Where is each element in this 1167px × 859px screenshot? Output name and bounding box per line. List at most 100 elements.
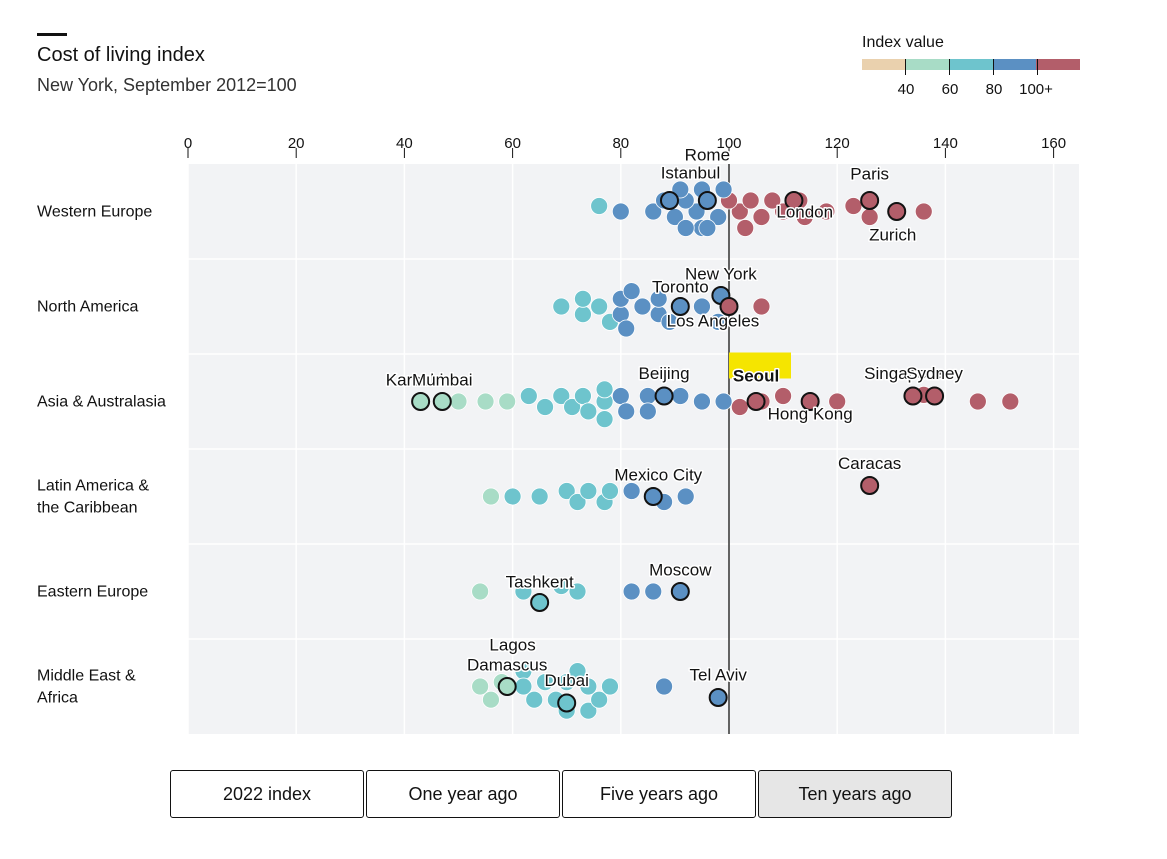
legend-tick — [905, 59, 906, 75]
data-point — [638, 402, 657, 421]
highlighted-city-point — [800, 392, 820, 411]
data-point — [552, 297, 571, 316]
data-point — [579, 402, 598, 421]
chart-subtitle: New York, September 2012=100 — [37, 75, 297, 95]
data-point — [574, 387, 592, 405]
data-point — [752, 208, 771, 226]
tick-label: 100 — [716, 135, 741, 152]
city-label: Hong Kong — [768, 405, 853, 424]
tick-label: 0 — [184, 135, 192, 152]
city-label: Mumbai — [412, 371, 472, 390]
region-label: Asia & Australasia — [37, 394, 166, 411]
tick-label: 120 — [825, 135, 850, 152]
data-point — [482, 690, 500, 709]
highlighted-city-point — [670, 582, 690, 601]
tick-label: 160 — [1041, 135, 1066, 152]
button-one-year-ago[interactable]: One year ago — [366, 770, 560, 818]
highlighted-city-point — [432, 392, 452, 411]
highlighted-city-point — [670, 297, 690, 316]
highlighted-city-point — [708, 688, 728, 707]
data-point — [449, 392, 468, 411]
region-label: Western Europe — [37, 204, 152, 221]
legend-label-60: 60 — [941, 81, 959, 98]
city-label: Singapore — [864, 364, 942, 383]
city-label: Moscow — [649, 561, 712, 580]
data-point — [471, 677, 490, 696]
data-point — [676, 487, 695, 506]
title-rule — [37, 33, 67, 36]
highlighted-city-point — [860, 191, 880, 210]
data-point — [736, 219, 755, 237]
data-point — [590, 297, 609, 316]
data-point — [574, 305, 592, 324]
highlighted-city-point — [887, 202, 907, 221]
data-point — [530, 487, 549, 506]
data-point — [730, 202, 749, 221]
data-point — [693, 392, 711, 411]
city-label: Rome — [685, 146, 730, 165]
data-point — [574, 289, 592, 308]
data-point — [860, 208, 879, 226]
data-point — [622, 582, 641, 601]
region-label: Eastern Europe — [37, 584, 148, 601]
legend-label-100-plus: 100+ — [1019, 81, 1053, 98]
tick-label: 40 — [396, 135, 413, 152]
data-point — [844, 197, 863, 215]
tick-label: 60 — [504, 135, 521, 152]
data-point — [611, 202, 630, 221]
region-label: Latin America & — [37, 478, 149, 495]
legend-swatch-1 — [862, 59, 906, 70]
city-label: Caracas — [838, 454, 901, 473]
highlighted-city-point — [925, 386, 945, 406]
data-point — [741, 191, 760, 210]
button-five-years-ago[interactable]: Five years ago — [562, 770, 756, 818]
data-point — [601, 677, 619, 696]
button-2022-index[interactable]: 2022 index — [170, 770, 364, 818]
data-point — [611, 387, 630, 405]
legend-swatch-5 — [1036, 59, 1080, 70]
legend-swatch-2 — [905, 59, 950, 70]
data-point — [595, 380, 614, 399]
city-label: Seoul — [733, 367, 779, 386]
data-point — [655, 677, 673, 696]
city-label: Lagos — [489, 635, 535, 654]
data-point — [552, 387, 571, 405]
data-point — [519, 387, 538, 405]
data-point — [590, 690, 609, 709]
tick-label: 140 — [933, 135, 958, 152]
highlighted-city-point — [746, 392, 766, 411]
data-point — [633, 297, 652, 316]
highlighted-city-point — [659, 191, 679, 210]
legend-label-80: 80 — [985, 81, 1003, 98]
data-point — [671, 387, 690, 405]
city-label: Karachi — [386, 371, 444, 390]
color-legend: Index value 40 60 80 100+ — [862, 34, 1082, 104]
button-ten-years-ago[interactable]: Ten years ago — [758, 770, 952, 818]
legend-tick — [949, 59, 950, 75]
chart-title: Cost of living index — [37, 44, 205, 66]
data-point — [471, 582, 490, 601]
data-point — [714, 180, 733, 199]
legend-label-40: 40 — [897, 81, 915, 98]
highlighted-city-point — [860, 476, 880, 495]
data-point — [552, 577, 571, 595]
city-label: Dubai — [544, 671, 588, 690]
data-point — [579, 701, 598, 720]
data-point — [660, 312, 679, 331]
city-label: Sydney — [906, 364, 963, 383]
highlighted-city-point — [497, 677, 517, 696]
seoul-highlight — [729, 352, 791, 379]
data-point — [709, 312, 728, 331]
data-point — [536, 673, 554, 691]
city-label: Toronto — [652, 278, 709, 297]
data-point — [622, 482, 641, 500]
data-point — [622, 282, 641, 301]
data-point — [617, 319, 636, 338]
data-point — [498, 392, 517, 411]
data-point — [795, 208, 814, 226]
highlighted-city-point — [784, 191, 804, 210]
data-point — [968, 392, 987, 411]
legend-tick — [993, 59, 994, 75]
data-point — [709, 208, 728, 226]
city-label: Paris — [850, 165, 889, 184]
